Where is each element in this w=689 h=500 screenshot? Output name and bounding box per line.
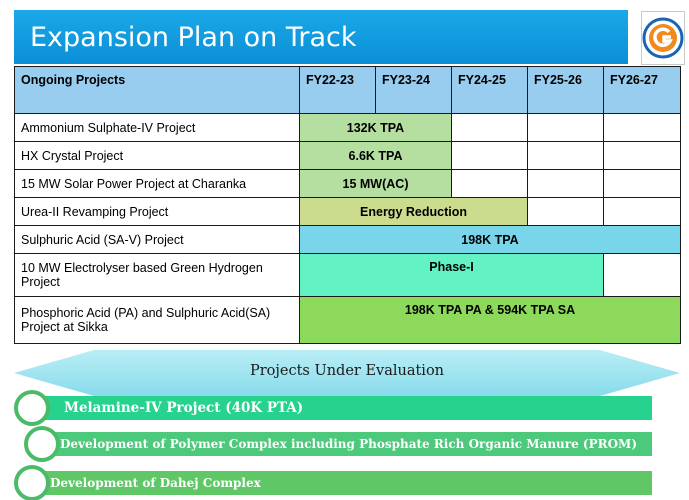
evaluation-item-label: Melamine-IV Project (40K PTA) — [34, 396, 652, 420]
table-row: Phosphoric Acid (PA) and Sulphuric Acid(… — [14, 296, 681, 344]
table-row: 10 MW Electrolyser based Green Hydrogen … — [14, 253, 681, 297]
project-name: Urea-II Revamping Project — [14, 197, 300, 226]
timeline-bar: Energy Reduction — [299, 197, 528, 226]
evaluation-item-polymer-complex: Development of Polymer Complex including… — [24, 426, 654, 462]
empty-cell — [451, 113, 528, 142]
table-row: 15 MW Solar Power Project at Charanka 15… — [14, 169, 681, 198]
bullet-circle-icon — [24, 426, 60, 462]
project-name: HX Crystal Project — [14, 141, 300, 170]
table-row: Urea-II Revamping Project Energy Reducti… — [14, 197, 681, 226]
timeline-bar: 132K TPA — [299, 113, 452, 142]
header-fy25-26: FY25-26 — [527, 66, 604, 114]
header-fy24-25: FY24-25 — [451, 66, 528, 114]
header-fy26-27: FY26-27 — [603, 66, 681, 114]
project-name: Sulphuric Acid (SA-V) Project — [14, 225, 300, 254]
empty-cell — [527, 169, 604, 198]
bullet-circle-icon — [14, 465, 50, 500]
gsfc-logo-icon — [641, 11, 685, 65]
evaluation-item-label: Development of Dahej Complex — [34, 471, 652, 495]
ongoing-projects-table: Ongoing Projects FY22-23 FY23-24 FY24-25… — [14, 66, 681, 344]
empty-cell — [527, 197, 604, 226]
table-row: HX Crystal Project 6.6K TPA — [14, 141, 681, 170]
empty-cell — [603, 141, 681, 170]
empty-cell — [603, 197, 681, 226]
evaluation-item-melamine: Melamine-IV Project (40K PTA) — [14, 390, 654, 426]
evaluation-item-dahej-complex: Development of Dahej Complex — [14, 465, 654, 500]
timeline-bar: 6.6K TPA — [299, 141, 452, 170]
empty-cell — [603, 113, 681, 142]
timeline-bar: Phase-I — [299, 253, 604, 297]
timeline-bar: 198K TPA — [299, 225, 681, 254]
table-row: Sulphuric Acid (SA-V) Project 198K TPA — [14, 225, 681, 254]
timeline-bar: 15 MW(AC) — [299, 169, 452, 198]
project-name: 15 MW Solar Power Project at Charanka — [14, 169, 300, 198]
header-fy23-24: FY23-24 — [375, 66, 452, 114]
empty-cell — [527, 113, 604, 142]
empty-cell — [451, 169, 528, 198]
projects-under-evaluation-banner: Projects Under Evaluation — [14, 348, 680, 398]
table-row: Ammonium Sulphate-IV Project 132K TPA — [14, 113, 681, 142]
empty-cell — [603, 253, 681, 297]
empty-cell — [451, 141, 528, 170]
project-name: Ammonium Sulphate-IV Project — [14, 113, 300, 142]
empty-cell — [603, 169, 681, 198]
evaluation-item-label: Development of Polymer Complex including… — [44, 432, 652, 456]
timeline-bar: 198K TPA PA & 594K TPA SA — [299, 296, 681, 344]
title-bar: Expansion Plan on Track — [14, 10, 628, 64]
header-fy22-23: FY22-23 — [299, 66, 376, 114]
bullet-circle-icon — [14, 390, 50, 426]
page-title: Expansion Plan on Track — [30, 22, 357, 53]
evaluation-heading: Projects Under Evaluation — [249, 363, 445, 379]
header-ongoing-projects: Ongoing Projects — [14, 66, 300, 114]
project-name: 10 MW Electrolyser based Green Hydrogen … — [14, 253, 300, 297]
table-header-row: Ongoing Projects FY22-23 FY23-24 FY24-25… — [14, 66, 681, 114]
project-name: Phosphoric Acid (PA) and Sulphuric Acid(… — [14, 296, 300, 344]
empty-cell — [527, 141, 604, 170]
